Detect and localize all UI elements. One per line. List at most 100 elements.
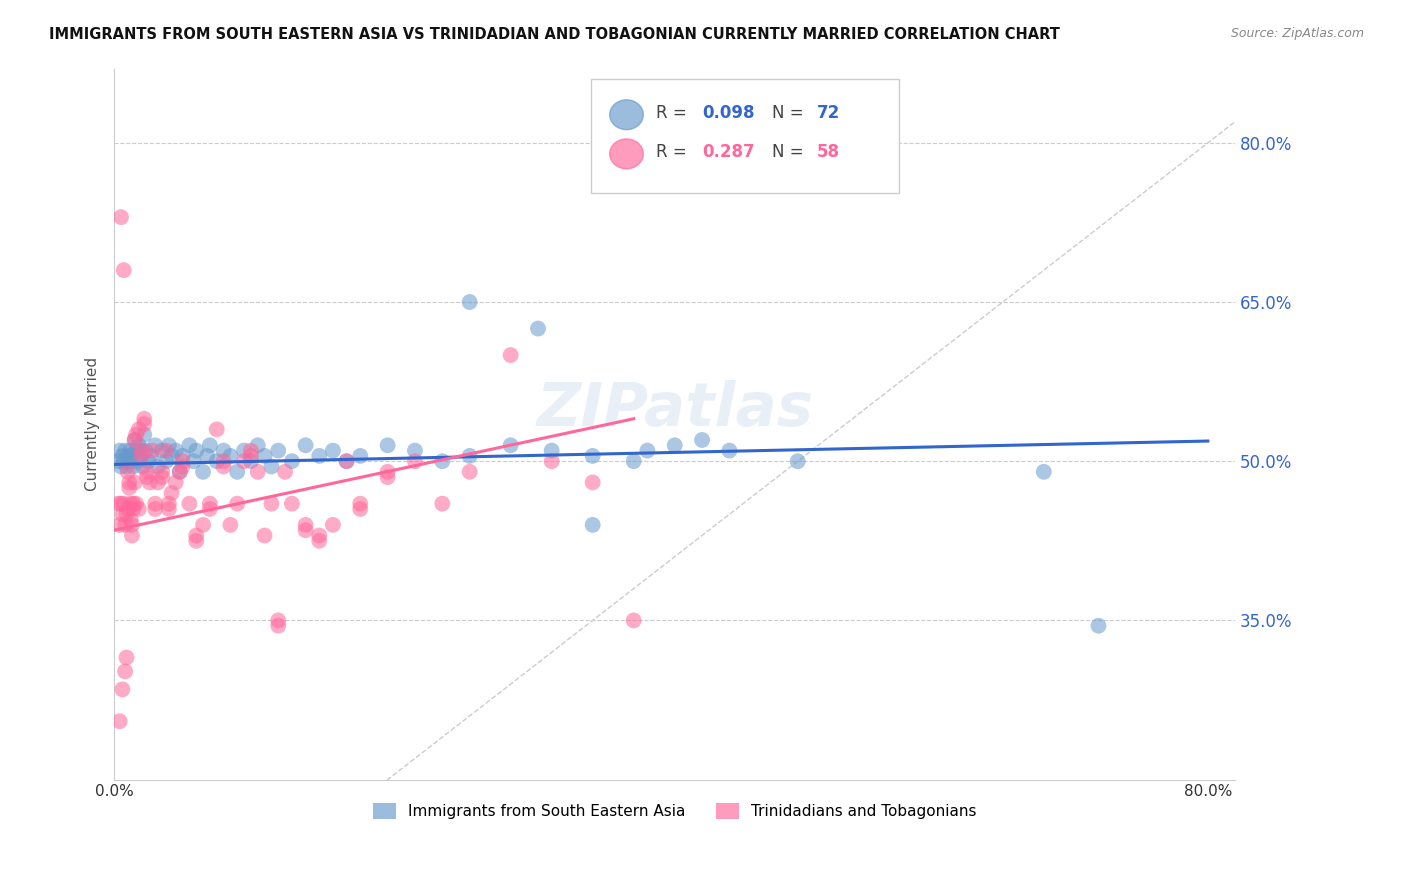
Point — [540, 443, 562, 458]
Point — [121, 528, 143, 542]
Point — [582, 517, 605, 532]
Point — [308, 533, 330, 548]
Point — [233, 454, 256, 468]
Point — [138, 454, 160, 468]
Point — [121, 449, 143, 463]
Point — [186, 443, 208, 458]
Point — [404, 454, 426, 468]
Point — [267, 618, 290, 632]
Point — [118, 454, 141, 468]
Point — [432, 497, 454, 511]
Point — [125, 427, 148, 442]
Text: ZIPatlas: ZIPatlas — [536, 380, 813, 440]
Point — [623, 614, 645, 628]
Point — [191, 517, 214, 532]
Point — [111, 508, 134, 522]
Text: R =: R = — [655, 144, 692, 161]
Point — [165, 443, 187, 458]
Point — [127, 454, 149, 468]
Point — [377, 465, 399, 479]
Point — [322, 517, 344, 532]
Point — [124, 475, 146, 490]
Point — [239, 454, 262, 468]
Point — [160, 449, 183, 463]
Text: 72: 72 — [817, 104, 841, 122]
FancyBboxPatch shape — [591, 79, 898, 193]
Point — [336, 454, 359, 468]
Point — [117, 502, 139, 516]
Point — [690, 433, 713, 447]
Point — [110, 497, 132, 511]
Point — [377, 438, 399, 452]
Point — [143, 497, 166, 511]
Point — [253, 528, 276, 542]
Point — [155, 443, 177, 458]
Point — [111, 449, 134, 463]
Point — [121, 517, 143, 532]
Point — [308, 528, 330, 542]
Point — [274, 465, 297, 479]
Text: Source: ZipAtlas.com: Source: ZipAtlas.com — [1230, 27, 1364, 40]
Point — [124, 433, 146, 447]
Point — [110, 210, 132, 224]
Point — [226, 497, 249, 511]
Point — [115, 508, 138, 522]
Point — [134, 427, 156, 442]
Point — [108, 443, 131, 458]
Point — [219, 517, 242, 532]
Point — [191, 465, 214, 479]
Point — [117, 449, 139, 463]
Point — [623, 454, 645, 468]
Point — [179, 497, 201, 511]
Point — [664, 438, 686, 452]
Point — [112, 454, 135, 468]
Point — [458, 449, 481, 463]
Point — [122, 497, 145, 511]
Point — [157, 502, 180, 516]
Point — [129, 449, 152, 463]
Ellipse shape — [610, 100, 644, 129]
Point — [157, 497, 180, 511]
Point — [219, 449, 242, 463]
Point — [125, 497, 148, 511]
Point — [212, 443, 235, 458]
Point — [143, 438, 166, 452]
Point — [198, 438, 221, 452]
Point — [112, 497, 135, 511]
Point — [125, 443, 148, 458]
Point — [120, 512, 142, 526]
Text: R =: R = — [655, 104, 692, 122]
Text: 0.287: 0.287 — [703, 144, 755, 161]
Point — [132, 459, 155, 474]
Point — [136, 470, 159, 484]
Point — [115, 650, 138, 665]
Point — [458, 465, 481, 479]
Y-axis label: Currently Married: Currently Married — [86, 357, 100, 491]
Point — [157, 438, 180, 452]
Point — [165, 475, 187, 490]
Point — [124, 433, 146, 447]
Point — [172, 454, 194, 468]
Point — [267, 443, 290, 458]
Legend: Immigrants from South Eastern Asia, Trinidadians and Tobagonians: Immigrants from South Eastern Asia, Trin… — [367, 797, 983, 825]
Point — [120, 497, 142, 511]
Point — [718, 443, 741, 458]
Point — [246, 465, 269, 479]
Point — [582, 449, 605, 463]
Point — [349, 502, 371, 516]
Point — [108, 517, 131, 532]
Point — [183, 454, 205, 468]
Point — [139, 449, 162, 463]
Point — [143, 502, 166, 516]
Point — [150, 465, 173, 479]
Point — [253, 449, 276, 463]
Point — [322, 443, 344, 458]
Point — [260, 497, 283, 511]
Point — [527, 321, 550, 335]
Point — [336, 454, 359, 468]
Point — [198, 502, 221, 516]
Point — [112, 263, 135, 277]
Point — [141, 443, 163, 458]
Point — [128, 422, 150, 436]
Point — [138, 475, 160, 490]
